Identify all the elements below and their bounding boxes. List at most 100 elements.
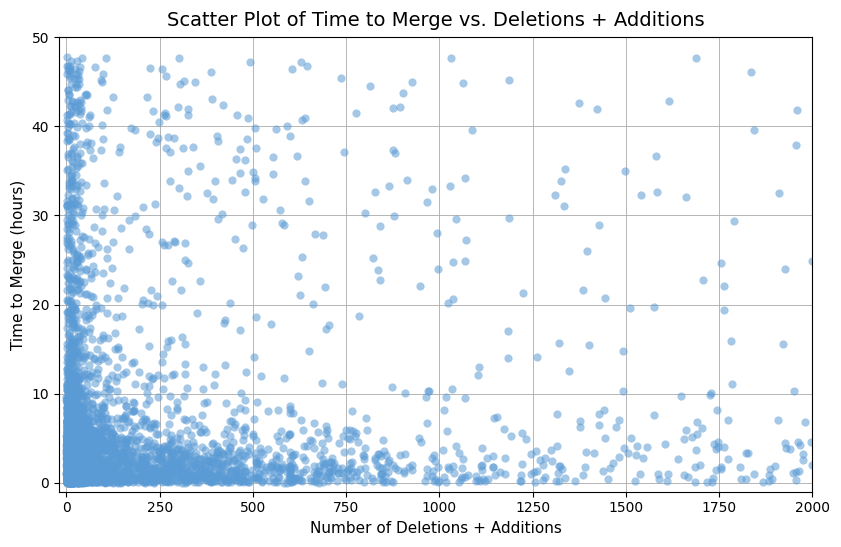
- Point: [77, 464, 90, 473]
- Point: [66, 477, 80, 486]
- Point: [60, 412, 73, 421]
- Point: [71, 477, 85, 486]
- Point: [61, 474, 74, 482]
- Point: [64, 464, 77, 473]
- Point: [63, 472, 77, 480]
- Point: [84, 474, 98, 483]
- Point: [130, 436, 144, 445]
- Point: [475, 444, 489, 452]
- Point: [189, 462, 203, 471]
- Point: [109, 377, 123, 386]
- Point: [282, 462, 295, 471]
- Point: [68, 476, 82, 485]
- Point: [62, 475, 76, 484]
- Point: [61, 426, 75, 434]
- Point: [68, 453, 82, 462]
- Point: [71, 333, 84, 341]
- Point: [64, 446, 77, 455]
- Point: [91, 466, 104, 475]
- Point: [60, 464, 73, 473]
- Point: [70, 478, 83, 486]
- Point: [63, 469, 77, 478]
- Point: [65, 478, 78, 487]
- Point: [72, 455, 86, 464]
- Point: [145, 470, 159, 479]
- Point: [75, 475, 88, 484]
- Point: [791, 438, 804, 446]
- Point: [74, 459, 87, 468]
- Point: [64, 445, 77, 453]
- Point: [452, 478, 466, 486]
- Point: [63, 453, 77, 462]
- Point: [108, 344, 122, 353]
- Point: [77, 464, 91, 473]
- Point: [384, 476, 398, 485]
- Point: [61, 477, 75, 486]
- Point: [62, 472, 76, 480]
- Point: [61, 473, 75, 481]
- Point: [185, 474, 198, 482]
- Point: [66, 335, 79, 344]
- Point: [374, 470, 388, 479]
- Point: [525, 470, 538, 479]
- Point: [78, 433, 92, 441]
- Point: [66, 434, 80, 443]
- Point: [71, 449, 84, 458]
- Point: [62, 466, 76, 475]
- Point: [60, 446, 73, 455]
- Point: [69, 429, 82, 438]
- Point: [113, 465, 126, 474]
- Point: [63, 402, 77, 411]
- Point: [64, 447, 77, 456]
- Point: [106, 429, 119, 438]
- Point: [122, 463, 135, 472]
- Point: [63, 366, 77, 375]
- Point: [192, 460, 205, 469]
- Point: [63, 450, 77, 458]
- Point: [70, 457, 83, 465]
- Point: [77, 462, 90, 470]
- Point: [82, 466, 96, 475]
- Point: [88, 473, 102, 481]
- Point: [69, 474, 82, 482]
- Point: [68, 475, 82, 484]
- Point: [63, 469, 77, 478]
- Point: [74, 458, 87, 467]
- Point: [256, 477, 269, 486]
- Point: [84, 138, 98, 147]
- Point: [66, 456, 79, 464]
- Point: [312, 461, 325, 470]
- Point: [71, 458, 84, 467]
- Point: [60, 440, 73, 449]
- Point: [772, 188, 785, 197]
- Point: [63, 458, 77, 467]
- Point: [61, 308, 75, 317]
- Point: [87, 453, 101, 462]
- Point: [71, 470, 85, 479]
- Point: [61, 472, 74, 481]
- Point: [69, 477, 82, 486]
- Point: [70, 470, 83, 479]
- Point: [61, 476, 75, 485]
- Point: [171, 445, 184, 453]
- Point: [663, 96, 676, 105]
- Point: [72, 476, 86, 485]
- Point: [72, 444, 86, 453]
- Point: [61, 476, 74, 485]
- Point: [122, 215, 135, 224]
- Point: [69, 456, 82, 464]
- Point: [63, 433, 77, 441]
- Point: [157, 110, 171, 119]
- Point: [62, 468, 76, 477]
- Point: [64, 474, 77, 482]
- Point: [61, 393, 75, 402]
- Point: [61, 165, 74, 174]
- Point: [106, 370, 119, 379]
- Point: [63, 470, 77, 479]
- Point: [68, 447, 82, 456]
- Point: [193, 478, 206, 486]
- Point: [172, 472, 186, 481]
- Point: [68, 398, 82, 407]
- Point: [64, 240, 77, 248]
- Point: [78, 387, 92, 395]
